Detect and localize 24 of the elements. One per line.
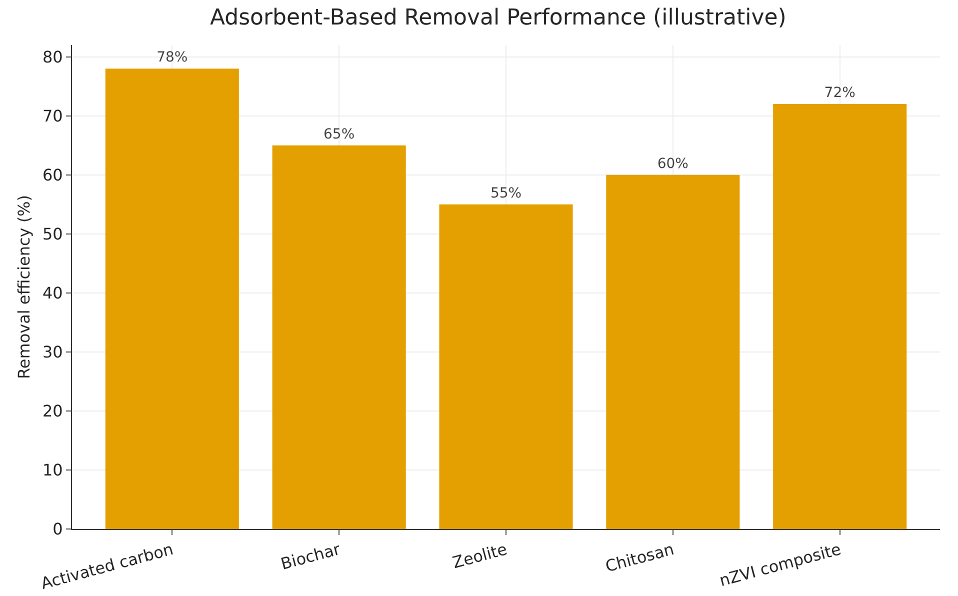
y-tick-label: 50 [42, 224, 63, 244]
y-tick-label: 10 [42, 460, 63, 480]
x-tick-label: Zeolite [450, 539, 510, 572]
data-label: 55% [490, 185, 522, 202]
y-tick-label: 20 [42, 402, 63, 421]
bar [272, 145, 406, 529]
bar [773, 104, 907, 529]
x-tick-label: Chitosan [603, 539, 676, 576]
bar [105, 68, 239, 529]
data-label: 78% [156, 50, 188, 66]
y-tick-label: 30 [42, 342, 63, 362]
y-tick-label: 40 [42, 284, 63, 302]
data-label: 60% [657, 156, 688, 172]
y-axis-title: Removal efficiency (%) [14, 195, 34, 379]
bar [606, 174, 740, 529]
bar [439, 204, 573, 529]
y-tick-label: 60 [42, 165, 63, 184]
data-label: 72% [824, 85, 856, 102]
x-tick-label: Biochar [278, 539, 343, 574]
chart-title: Adsorbent-Based Removal Performance (illustrative) [210, 5, 786, 30]
y-tick-label: 80 [42, 47, 63, 66]
data-label: 65% [324, 126, 355, 142]
y-tick-label: 0 [52, 520, 63, 539]
y-tick-label: 70 [42, 106, 63, 126]
